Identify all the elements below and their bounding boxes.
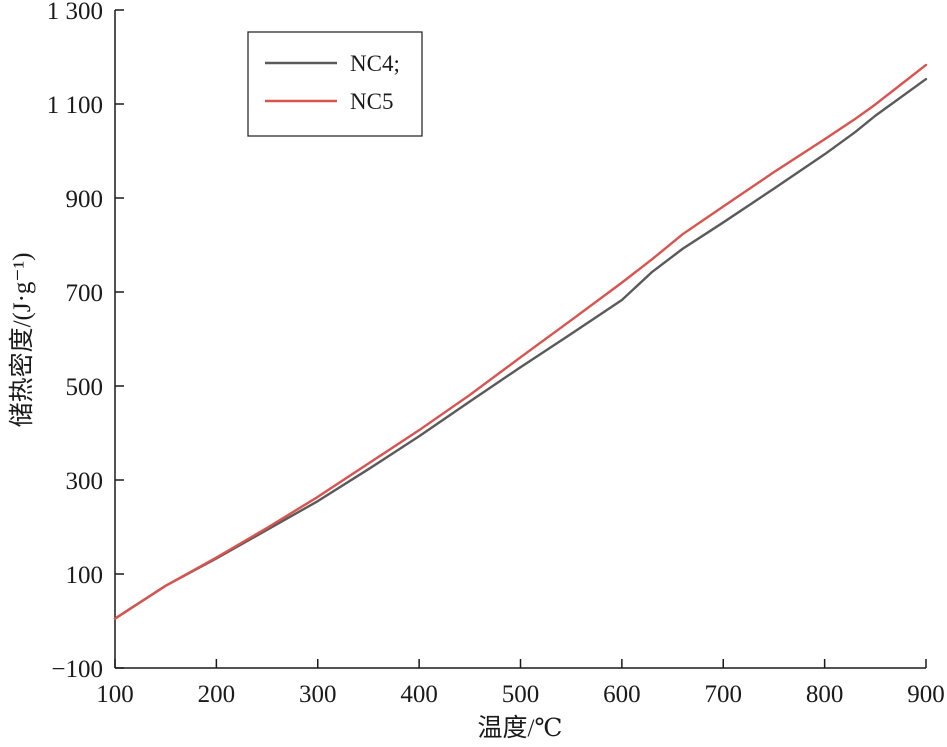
x-tick-label: 700 xyxy=(705,681,743,708)
y-axis-title: 储热密度/(J·g⁻¹) xyxy=(8,253,36,428)
legend-label-nc5: NC5 xyxy=(350,89,393,114)
x-tick-label: 200 xyxy=(198,681,236,708)
x-tick-label: 900 xyxy=(907,681,945,708)
legend-box xyxy=(247,31,423,137)
y-tick-label: −100 xyxy=(51,656,103,683)
axes xyxy=(114,10,926,669)
y-tick-label: 1 300 xyxy=(47,0,103,25)
series-line-nc5 xyxy=(113,63,928,620)
x-tick-label: 800 xyxy=(806,681,844,708)
legend-label-nc4: NC4; xyxy=(350,51,400,76)
y-tick-label: 300 xyxy=(66,468,104,495)
x-tick-label: 500 xyxy=(502,681,540,708)
y-tick-label: 100 xyxy=(66,562,104,589)
y-tick-label: 700 xyxy=(66,280,104,307)
x-axis-title: 温度/℃ xyxy=(478,714,563,742)
y-tick-label: 500 xyxy=(66,374,104,401)
y-tick-label: 1 100 xyxy=(47,92,103,119)
x-tick-label: 100 xyxy=(96,681,134,708)
x-tick-label: 300 xyxy=(299,681,337,708)
y-tick-label: 900 xyxy=(66,186,104,213)
series-line-nc4 xyxy=(113,77,928,620)
x-ticks: 100 200 300 400 500 600 700 800 900 xyxy=(96,659,945,708)
x-tick-label: 400 xyxy=(400,681,438,708)
legend: NC4; NC5 xyxy=(247,31,423,137)
series-lines xyxy=(113,63,928,620)
y-ticks: −100 100 300 500 700 900 1 100 1 300 xyxy=(47,0,124,683)
x-tick-label: 600 xyxy=(603,681,641,708)
